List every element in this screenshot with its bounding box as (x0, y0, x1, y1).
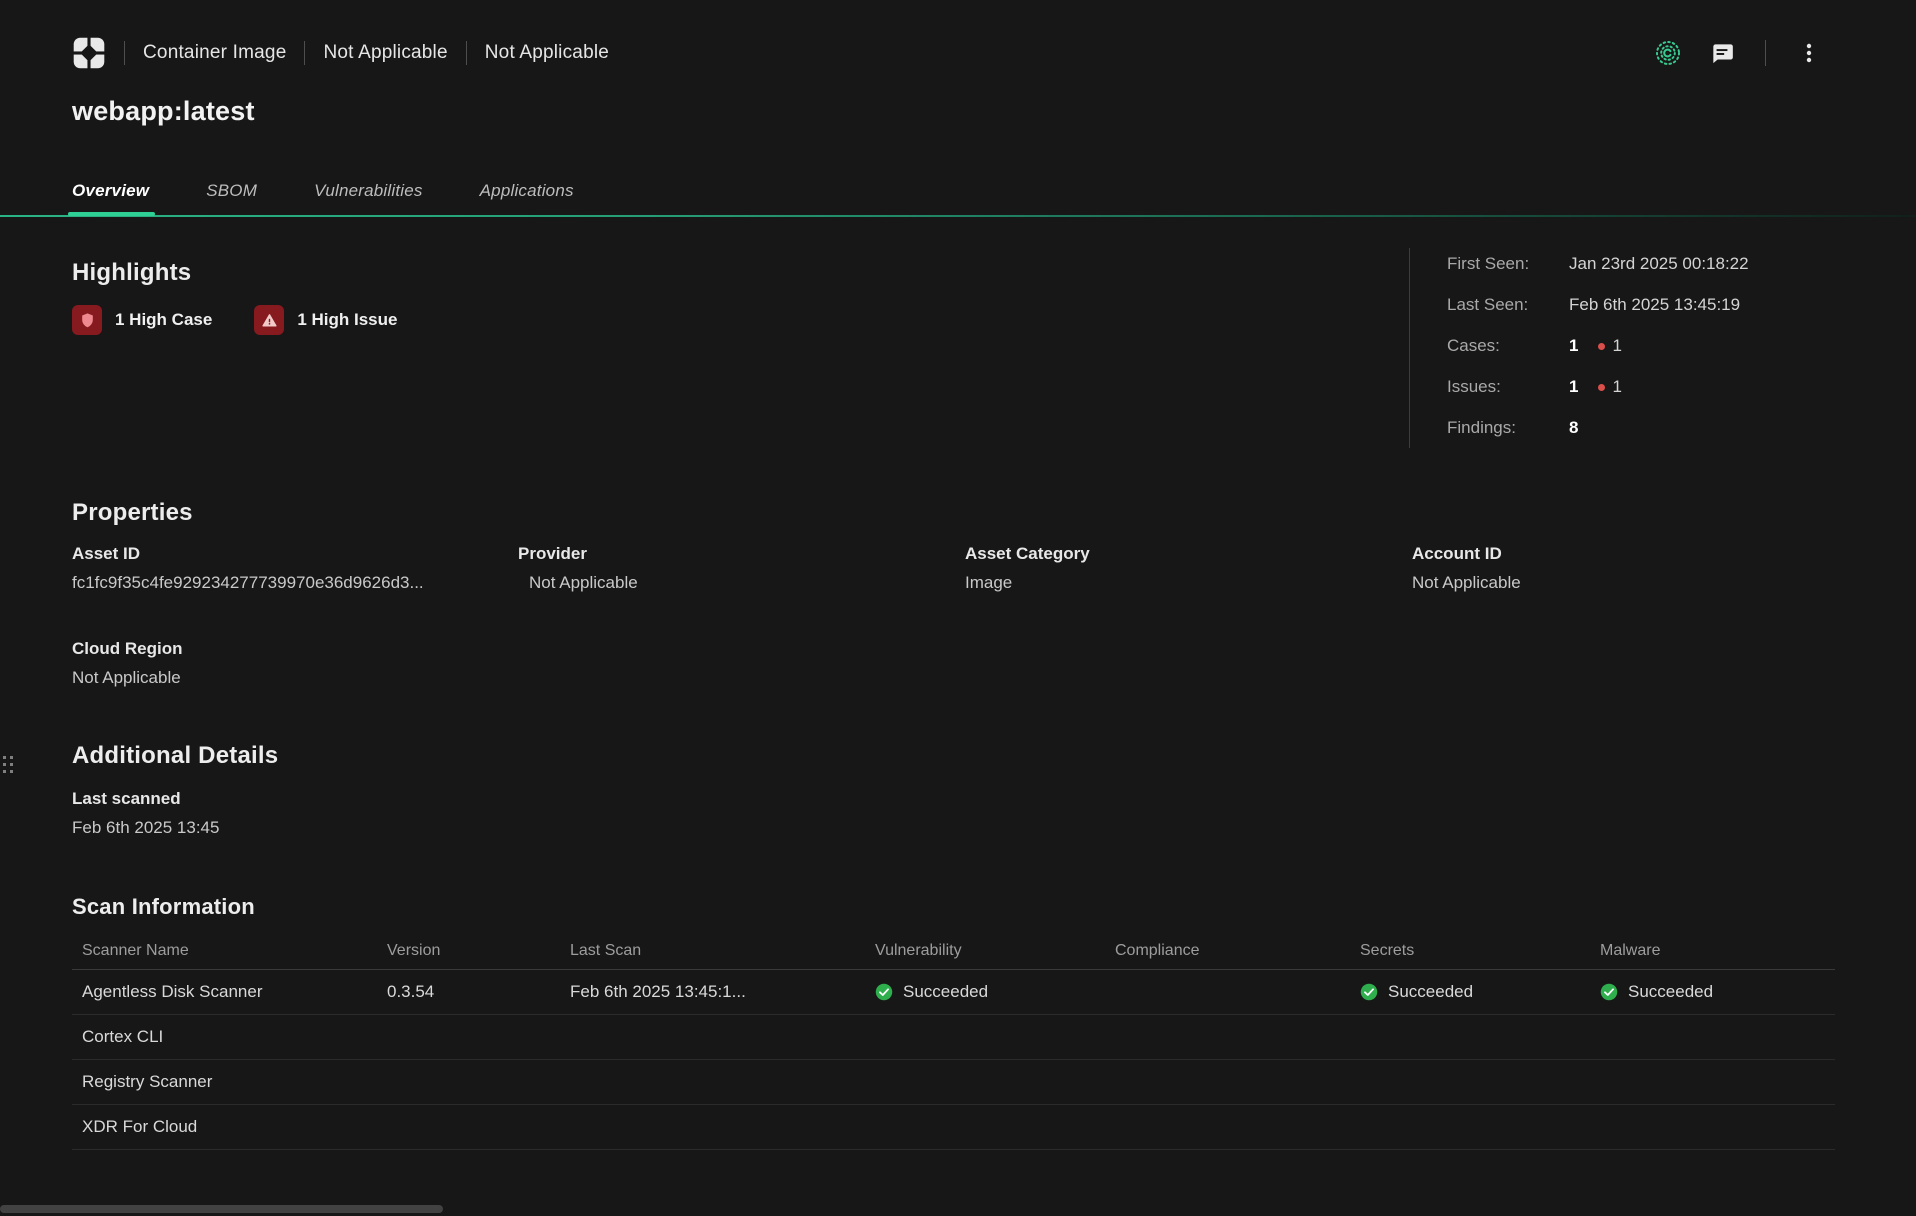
high-severity-dot-icon (1598, 383, 1606, 391)
column-header-version: Version (387, 941, 441, 959)
last-scan-cell: Feb 6th 2025 13:45:1... (570, 982, 746, 1001)
highlights-heading: Highlights (72, 259, 192, 286)
divider (124, 41, 125, 65)
table-row[interactable]: Agentless Disk Scanner 0.3.54 Feb 6th 20… (72, 970, 1835, 1015)
property-asset-category: Asset Category Image (965, 544, 1412, 593)
property-value: Image (965, 573, 1013, 592)
properties-grid: Asset ID fc1fc9f35c4fe929234277739970e36… (72, 544, 1916, 688)
cases-high-count[interactable]: 1 (1612, 336, 1622, 355)
property-label: Asset Category (965, 544, 1090, 563)
property-label: Asset ID (72, 544, 141, 563)
scan-table-header: Scanner Name Version Last Scan Vulnerabi… (72, 932, 1835, 970)
check-circle-icon (1600, 983, 1618, 1001)
tab-vulnerabilities[interactable]: Vulnerabilities (314, 181, 423, 200)
tab-bar: Overview SBOM Vulnerabilities Applicatio… (0, 181, 1916, 217)
column-header-scanner-name: Scanner Name (82, 941, 189, 959)
scanner-name-cell: Cortex CLI (82, 1027, 164, 1046)
top-bar: Container Image Not Applicable Not Appli… (0, 0, 1916, 70)
secrets-status-cell: Succeeded (1350, 982, 1590, 1002)
cases-count[interactable]: 1 (1569, 336, 1579, 355)
issues-count[interactable]: 1 (1569, 377, 1579, 396)
property-provider: Provider Not Applicable (518, 544, 965, 593)
high-issue-label: 1 High Issue (297, 310, 398, 329)
scanner-name-cell: Registry Scanner (82, 1072, 213, 1091)
check-circle-icon (1360, 983, 1378, 1001)
summary-row-last-seen: Last Seen: Feb 6th 2025 13:45:19 (1447, 295, 1829, 315)
divider (304, 41, 306, 65)
vulnerability-status-cell: Succeeded (865, 982, 1105, 1002)
check-circle-icon (875, 983, 893, 1001)
status-label: Succeeded (903, 982, 989, 1001)
summary-row-first-seen: First Seen: Jan 23rd 2025 00:18:22 (1447, 254, 1829, 274)
summary-label: Issues: (1447, 377, 1501, 396)
properties-heading: Properties (72, 499, 193, 526)
breadcrumb-item: Not Applicable (323, 42, 448, 63)
high-issue-badge[interactable]: 1 High Issue (254, 305, 397, 335)
issues-high-count[interactable]: 1 (1612, 377, 1622, 396)
table-row[interactable]: Registry Scanner (72, 1060, 1835, 1105)
malware-status-cell: Succeeded (1590, 982, 1818, 1002)
summary-row-issues: Issues: 1 1 (1447, 377, 1829, 397)
kebab-menu-icon[interactable] (1794, 38, 1824, 68)
column-header-malware: Malware (1600, 941, 1661, 959)
column-header-last-scan: Last Scan (570, 941, 642, 959)
status-label: Succeeded (1628, 982, 1714, 1001)
horizontal-scrollbar-thumb[interactable] (0, 1205, 443, 1213)
property-label: Cloud Region (72, 639, 183, 658)
status-label: Succeeded (1388, 982, 1474, 1001)
summary-row-cases: Cases: 1 1 (1447, 336, 1829, 356)
tab-sbom[interactable]: SBOM (206, 181, 258, 200)
findings-count[interactable]: 8 (1569, 418, 1579, 437)
summary-value: Feb 6th 2025 13:45:19 (1569, 295, 1741, 314)
page-title: webapp:latest (72, 96, 255, 126)
top-bar-actions (1653, 38, 1824, 68)
property-asset-id: Asset ID fc1fc9f35c4fe929234277739970e36… (72, 544, 518, 593)
summary-label: First Seen: (1447, 254, 1530, 273)
summary-value: Jan 23rd 2025 00:18:22 (1569, 254, 1749, 273)
column-header-secrets: Secrets (1360, 941, 1415, 959)
panel-drag-handle[interactable] (3, 756, 13, 773)
additional-details-heading: Additional Details (72, 742, 279, 769)
breadcrumb-item: Not Applicable (484, 42, 610, 63)
shield-icon (72, 305, 102, 335)
cortex-logo-icon (72, 36, 106, 70)
property-label: Provider (518, 544, 587, 563)
property-value: Not Applicable (72, 668, 181, 687)
summary-row-findings: Findings: 8 (1447, 418, 1829, 438)
column-header-compliance: Compliance (1115, 941, 1200, 959)
scan-table: Scanner Name Version Last Scan Vulnerabi… (72, 932, 1835, 1150)
tab-underline (0, 215, 1916, 217)
scanner-name-cell: XDR For Cloud (82, 1117, 198, 1136)
property-cloud-region: Cloud Region Not Applicable (72, 639, 518, 688)
version-cell: 0.3.54 (387, 982, 435, 1001)
warning-triangle-icon (254, 305, 285, 335)
property-value: Not Applicable (1412, 573, 1521, 592)
high-severity-dot-icon (1598, 342, 1606, 350)
property-account-id: Account ID Not Applicable (1412, 544, 1832, 593)
high-case-label: 1 High Case (115, 310, 213, 329)
property-value: fc1fc9f35c4fe929234277739970e36d9626d3..… (72, 573, 424, 592)
column-header-vulnerability: Vulnerability (875, 941, 962, 959)
divider (465, 41, 467, 65)
divider (1765, 40, 1766, 66)
scanner-name-cell: Agentless Disk Scanner (82, 982, 263, 1001)
high-case-badge[interactable]: 1 High Case (72, 305, 212, 335)
summary-panel: First Seen: Jan 23rd 2025 00:18:22 Last … (1409, 248, 1829, 448)
table-row[interactable]: Cortex CLI (72, 1015, 1835, 1060)
scan-information-heading: Scan Information (72, 894, 255, 919)
highlights-badges: 1 High Case 1 High Issue (72, 305, 1916, 335)
breadcrumb-asset-type: Container Image (143, 42, 287, 63)
summary-label: Cases: (1447, 336, 1500, 355)
last-scanned-label: Last scanned (72, 789, 181, 808)
property-label: Account ID (1412, 544, 1502, 563)
tab-applications[interactable]: Applications (479, 181, 574, 200)
property-value: Not Applicable (529, 573, 638, 592)
summary-label: Findings: (1447, 418, 1516, 437)
last-scanned-value: Feb 6th 2025 13:45 (72, 818, 220, 837)
chat-icon[interactable] (1707, 38, 1737, 68)
tab-overview[interactable]: Overview (67, 181, 156, 216)
ai-assistant-icon[interactable] (1653, 38, 1683, 68)
summary-label: Last Seen: (1447, 295, 1529, 314)
table-row[interactable]: XDR For Cloud (72, 1105, 1835, 1150)
